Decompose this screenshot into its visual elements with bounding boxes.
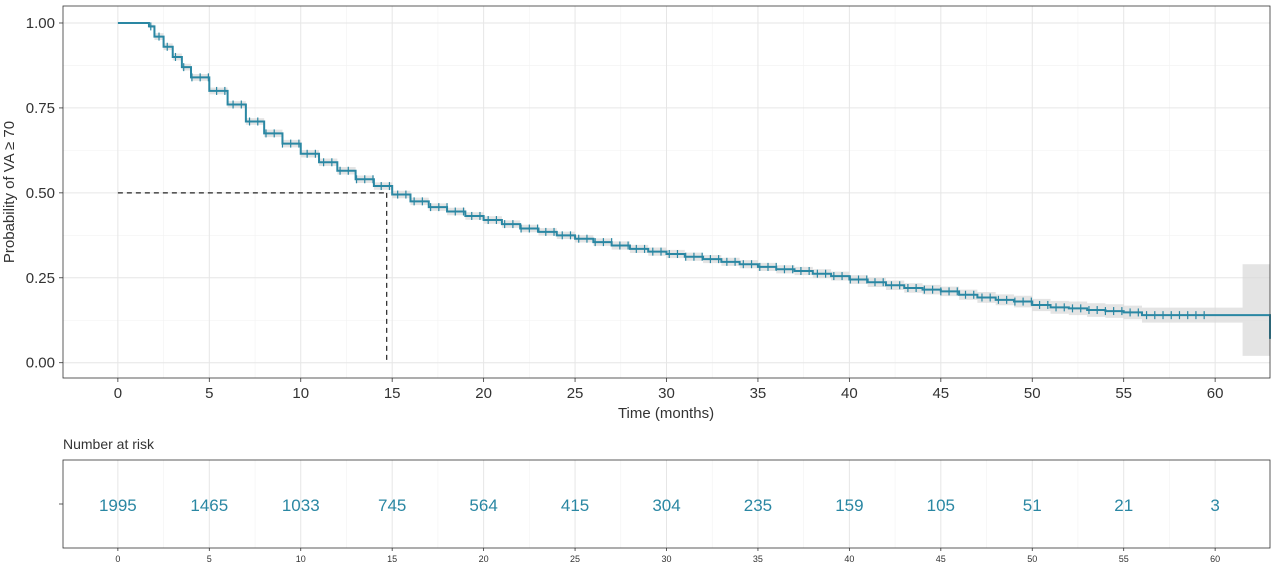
x-tick-label: 35 (750, 385, 767, 402)
risk-x-tick-label: 30 (661, 554, 671, 564)
risk-x-tick-label: 35 (753, 554, 763, 564)
y-tick-label: 0.75 (26, 100, 55, 117)
confidence-band-layer (117, 22, 1270, 356)
risk-count: 105 (927, 496, 955, 515)
x-tick-label: 20 (475, 385, 492, 402)
censor-marks-layer (150, 22, 1205, 320)
risk-count: 159 (835, 496, 863, 515)
risk-count: 415 (561, 496, 589, 515)
x-tick-label: 55 (1115, 385, 1132, 402)
risk-count: 1033 (282, 496, 320, 515)
risk-x-tick-label: 60 (1210, 554, 1220, 564)
risk-count: 745 (378, 496, 406, 515)
risk-table-title: Number at risk (63, 436, 155, 452)
x-tick-label: 60 (1207, 385, 1224, 402)
risk-count: 51 (1023, 496, 1042, 515)
risk-count: 3 (1210, 496, 1219, 515)
x-tick-label: 30 (658, 385, 675, 402)
confidence-band (117, 22, 1270, 356)
y-axis-label: Probability of VA ≥ 70 (1, 121, 18, 263)
x-tick-label: 40 (841, 385, 858, 402)
risk-x-tick-label: 25 (570, 554, 580, 564)
x-tick-label: 25 (567, 385, 584, 402)
risk-count: 564 (469, 496, 497, 515)
x-tick-label: 15 (384, 385, 401, 402)
risk-x-tick-label: 40 (844, 554, 854, 564)
x-tick-label: 10 (292, 385, 309, 402)
risk-x-tick-label: 5 (207, 554, 212, 564)
risk-x-tick-label: 20 (479, 554, 489, 564)
main-axes: 0 5 10 15 20 25 30 35 40 45 50 55 60 0.00 0.25 0.50 0.75… (26, 15, 1224, 402)
main-grid (63, 6, 1270, 378)
risk-table-grid (117, 460, 1216, 548)
x-tick-label: 5 (205, 385, 213, 402)
y-tick-label: 0.00 (26, 355, 55, 372)
risk-table-layer: 1995 0 1465 5 1033 10 745 15 564 20 415 25 304 30 235 3… (59, 496, 1220, 564)
median-guide-layer (117, 192, 388, 363)
risk-x-tick-label: 50 (1027, 554, 1037, 564)
risk-count: 1465 (190, 496, 228, 515)
y-tick-label: 0.50 (26, 185, 55, 202)
risk-x-tick-label: 45 (936, 554, 946, 564)
x-tick-label: 0 (114, 385, 122, 402)
y-tick-label: 1.00 (26, 15, 55, 32)
risk-count: 304 (652, 496, 680, 515)
y-tick-label: 0.25 (26, 270, 55, 287)
risk-count: 1995 (99, 496, 137, 515)
x-tick-label: 50 (1024, 385, 1041, 402)
risk-x-tick-label: 55 (1119, 554, 1129, 564)
risk-x-tick-label: 10 (296, 554, 306, 564)
risk-x-tick-label: 15 (387, 554, 397, 564)
risk-count: 235 (744, 496, 772, 515)
x-tick-label: 45 (932, 385, 949, 402)
x-axis-label: Time (months) (618, 405, 714, 422)
risk-count: 21 (1114, 496, 1133, 515)
risk-x-tick-label: 0 (115, 554, 120, 564)
